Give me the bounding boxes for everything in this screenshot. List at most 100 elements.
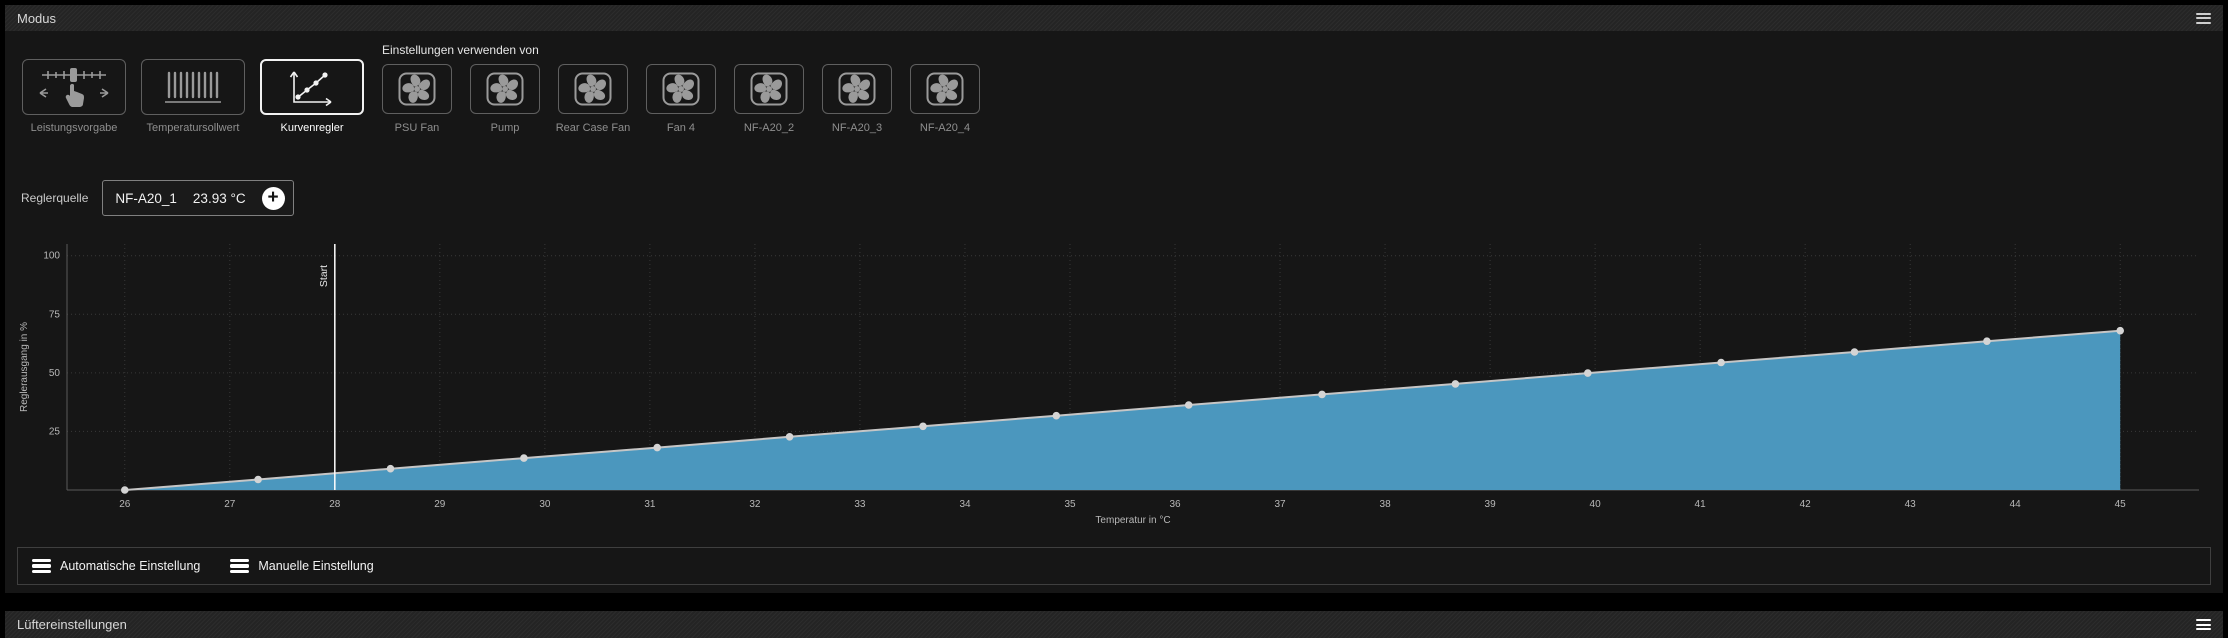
x-tick-label: 35: [1064, 499, 1076, 510]
fan-icon: [486, 72, 524, 106]
fan-icon: [398, 72, 436, 106]
source-selector[interactable]: NF-A20_1 23.93 °C: [102, 180, 294, 216]
x-tick-label: 36: [1169, 499, 1181, 510]
fan-button-psu-fan[interactable]: PSU Fan: [382, 64, 452, 134]
source-label: Reglerquelle: [21, 191, 89, 205]
curve-point[interactable]: [121, 486, 129, 494]
curve-point[interactable]: [1983, 337, 1991, 345]
modus-titlebar: Modus: [5, 5, 2223, 31]
x-tick-label: 33: [854, 499, 866, 510]
fan-button-label: NF-A20_3: [831, 122, 883, 134]
y-tick-label: 25: [49, 426, 61, 437]
section-title: Lüftereinstellungen: [17, 617, 127, 632]
fan-icon: [750, 72, 788, 106]
y-tick-label: 50: [49, 368, 61, 379]
use-settings-from-label: Einstellungen verwenden von: [382, 43, 539, 57]
x-tick-label: 28: [329, 499, 341, 510]
x-tick-label: 42: [1800, 499, 1812, 510]
y-tick-label: 75: [49, 309, 61, 320]
section-menu-icon[interactable]: [2196, 619, 2211, 630]
x-tick-label: 37: [1274, 499, 1286, 510]
manual-setting-label: Manuelle Einstellung: [258, 559, 374, 573]
x-tick-label: 30: [539, 499, 551, 510]
auto-setting-button[interactable]: Automatische Einstellung: [32, 558, 201, 574]
fan-button-label: PSU Fan: [394, 122, 440, 134]
curve-point[interactable]: [1184, 401, 1193, 409]
x-tick-label: 39: [1485, 499, 1497, 510]
x-tick-label: 40: [1590, 499, 1602, 510]
fan-button-row: PSU Fan Pump Rear Case Fan Fan 4 NF-A20_…: [382, 64, 980, 134]
curve-point[interactable]: [254, 475, 262, 484]
x-tick-label: 27: [224, 499, 236, 510]
y-tick-label: 100: [43, 251, 60, 262]
curve-point[interactable]: [2116, 326, 2124, 335]
source-row: Reglerquelle NF-A20_1 23.93 °C: [21, 180, 2223, 216]
fan-button-label: Rear Case Fan: [555, 122, 631, 134]
x-tick-label: 26: [119, 499, 131, 510]
fan-button-nf-a20-2[interactable]: NF-A20_2: [734, 64, 804, 134]
x-tick-label: 38: [1380, 499, 1392, 510]
curve-point[interactable]: [919, 422, 927, 431]
x-tick-label: 44: [2010, 499, 2022, 510]
radiator-icon: [165, 71, 221, 103]
x-tick-label: 34: [959, 499, 971, 510]
modus-panel: Modus: [5, 5, 2223, 593]
mode-button-label: Leistungsvorgabe: [30, 122, 118, 134]
panel-title: Modus: [17, 10, 57, 26]
curve-point[interactable]: [1451, 380, 1460, 388]
add-source-icon[interactable]: [261, 186, 285, 210]
fan-button-rear-case-fan[interactable]: Rear Case Fan: [555, 64, 631, 134]
mode-button-label: Temperatursollwert: [146, 122, 240, 134]
fan-button-label: NF-A20_4: [919, 122, 971, 134]
fan-button-pump[interactable]: Pump: [470, 64, 540, 134]
curve-point[interactable]: [1850, 348, 1859, 356]
fan-button-fan-4[interactable]: Fan 4: [646, 64, 716, 134]
hamburger-icon: [230, 558, 250, 574]
mode-button-leistungsvorgabe[interactable]: Leistungsvorgabe: [21, 59, 127, 134]
curve-point[interactable]: [785, 433, 794, 441]
sliders-hand-icon: [39, 68, 109, 107]
start-marker-label: Start: [318, 265, 330, 287]
fan-button-label: Fan 4: [666, 122, 696, 134]
auto-setting-label: Automatische Einstellung: [60, 559, 201, 573]
source-sensor-value: 23.93 °C: [192, 190, 246, 206]
mode-button-label: Kurvenregler: [280, 122, 344, 134]
x-tick-label: 29: [434, 499, 446, 510]
curve-point[interactable]: [1052, 411, 1061, 420]
curve-chart-container[interactable]: Start 26 27 28 29 30 31 32 33 34 35 36 37 38 39 40 41 42 4…: [15, 234, 2223, 531]
x-tick-label: 43: [1905, 499, 1917, 510]
fan-icon: [838, 72, 876, 106]
source-sensor-name: NF-A20_1: [115, 190, 177, 206]
fan-button-label: NF-A20_2: [743, 122, 795, 134]
mode-button-kurvenregler[interactable]: Kurvenregler: [259, 59, 365, 134]
fan-icon: [662, 72, 700, 106]
fan-button-nf-a20-4[interactable]: NF-A20_4: [910, 64, 980, 134]
manual-setting-button[interactable]: Manuelle Einstellung: [230, 558, 374, 574]
fan-icon: [926, 72, 964, 106]
curve-line: [124, 329, 2121, 491]
curve-point[interactable]: [1584, 369, 1592, 377]
x-tick-label: 41: [1695, 499, 1707, 510]
footer-bar: Automatische Einstellung Manuelle Einste…: [17, 547, 2211, 585]
curve-point[interactable]: [653, 443, 661, 452]
mode-row: Leistungsvorgabe: [5, 31, 2223, 134]
x-tick-label: 45: [2115, 499, 2127, 510]
panel-menu-icon[interactable]: [2196, 12, 2211, 24]
x-axis-title: Temperatur in °C: [1095, 515, 1170, 526]
curve-point[interactable]: [386, 464, 395, 473]
fan-icon: [574, 72, 612, 106]
hamburger-icon: [32, 558, 51, 574]
fan-button-nf-a20-3[interactable]: NF-A20_3: [822, 64, 892, 134]
use-settings-from-group: Einstellungen verwenden von PSU Fan Pump…: [382, 43, 980, 134]
luefter-section-header[interactable]: Lüftereinstellungen: [5, 611, 2223, 638]
curve-point[interactable]: [1717, 358, 1725, 367]
curve-icon: [289, 71, 332, 107]
curve-point[interactable]: [520, 454, 528, 462]
x-tick-label: 32: [749, 499, 761, 510]
mode-button-temperatursollwert[interactable]: Temperatursollwert: [140, 59, 246, 134]
fan-curve-chart[interactable]: Start 26 27 28 29 30 31 32 33 34 35 36 37 38 39 40 41 42 4…: [15, 234, 2207, 526]
y-axis-title: Reglerausgang in %: [19, 322, 30, 412]
fan-button-label: Pump: [490, 122, 520, 134]
x-tick-label: 31: [644, 499, 656, 510]
curve-point[interactable]: [1318, 390, 1326, 399]
